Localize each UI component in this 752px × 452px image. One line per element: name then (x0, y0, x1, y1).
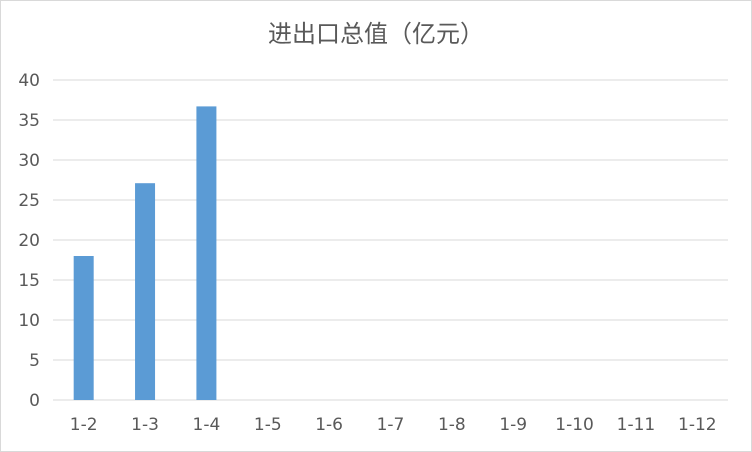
bar-1-3 (135, 183, 156, 400)
y-tick-label: 25 (18, 191, 40, 211)
x-tick-label: 1-2 (70, 415, 98, 435)
x-tick-label: 1-5 (254, 415, 282, 435)
y-tick-label: 5 (29, 351, 40, 371)
x-tick-label: 1-7 (377, 415, 405, 435)
gridlines (53, 79, 728, 401)
y-tick-label: 0 (29, 391, 40, 411)
y-tick-label: 10 (18, 311, 40, 331)
y-tick-label: 30 (18, 151, 40, 171)
bar-1-4 (196, 106, 217, 401)
x-tick-label: 1-10 (555, 415, 594, 435)
y-axis-ticks: 0 5 10 15 20 25 30 35 40 (18, 71, 40, 411)
chart-title: 进出口总值（亿元） (268, 20, 484, 48)
x-tick-label: 1-9 (499, 415, 527, 435)
x-tick-label: 1-3 (131, 415, 159, 435)
y-tick-label: 40 (18, 71, 40, 91)
x-tick-label: 1-12 (678, 415, 717, 435)
y-tick-label: 35 (18, 111, 40, 131)
bars (73, 106, 217, 401)
x-tick-label: 1-6 (315, 415, 343, 435)
x-tick-label: 1-4 (193, 415, 221, 435)
bar-1-2 (73, 256, 94, 400)
x-tick-label: 1-11 (617, 415, 656, 435)
x-axis-ticks: 1-2 1-3 1-4 1-5 1-6 1-7 1-8 1-9 1-10 1-11 1-12 (70, 415, 717, 435)
y-tick-label: 15 (18, 271, 40, 291)
y-tick-label: 20 (18, 231, 40, 251)
x-tick-label: 1-8 (438, 415, 466, 435)
